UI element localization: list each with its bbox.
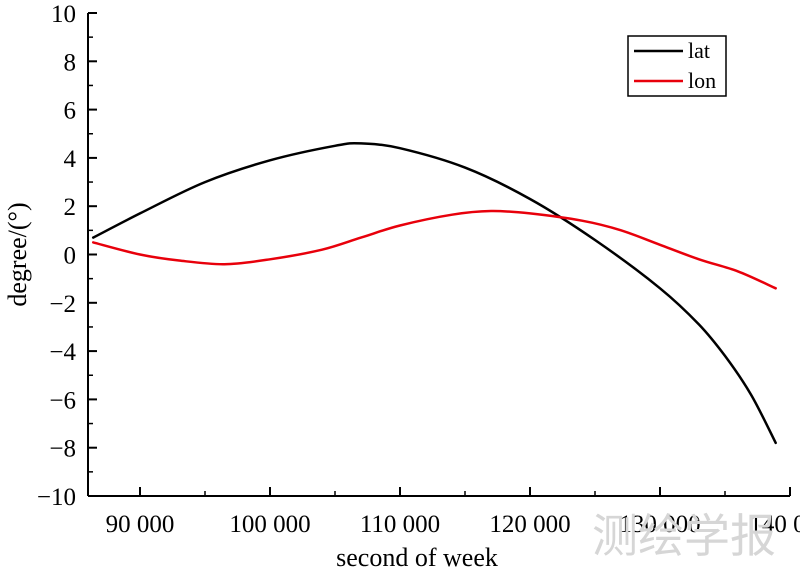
series-layer — [91, 141, 777, 445]
y-tick-label: −2 — [49, 291, 76, 318]
series-line-lon — [91, 209, 777, 290]
y-tick-label: −10 — [37, 484, 76, 511]
legend-box — [627, 35, 727, 97]
y-tick-label: −8 — [49, 436, 76, 463]
y-tick-label: 6 — [64, 98, 77, 125]
y-tick-label: −6 — [49, 387, 76, 414]
x-tick-label: 110 000 — [360, 511, 440, 538]
x-tick-label: 100 000 — [229, 511, 310, 538]
y-tick-label: 4 — [64, 146, 77, 173]
x-tick-label: 140 000 — [749, 511, 800, 538]
x-axis-title: second of week — [336, 543, 498, 570]
y-tick-label: 10 — [51, 1, 76, 28]
legend-label-lat: lat — [688, 38, 710, 63]
watermark-text: 测绘学报 — [592, 509, 776, 563]
legend-label-lon: lon — [688, 68, 716, 93]
y-tick-label: 2 — [64, 194, 77, 221]
y-tick-label: 0 — [64, 243, 77, 270]
y-tick-label: −4 — [49, 339, 76, 366]
y-tick-label: 8 — [64, 49, 77, 76]
x-tick-label: 120 000 — [489, 511, 570, 538]
axes: −10 −8 −6 −4 −2 0 2 4 6 8 10 90 000 100 000 110 000 12… — [3, 1, 800, 570]
x-tick-label: 90 000 — [106, 511, 175, 538]
legend: lat lon — [627, 35, 727, 97]
x-tick-label: 130 000 — [619, 511, 700, 538]
y-axis-title: degree/(°) — [3, 202, 32, 306]
series-line-lat — [91, 141, 777, 445]
